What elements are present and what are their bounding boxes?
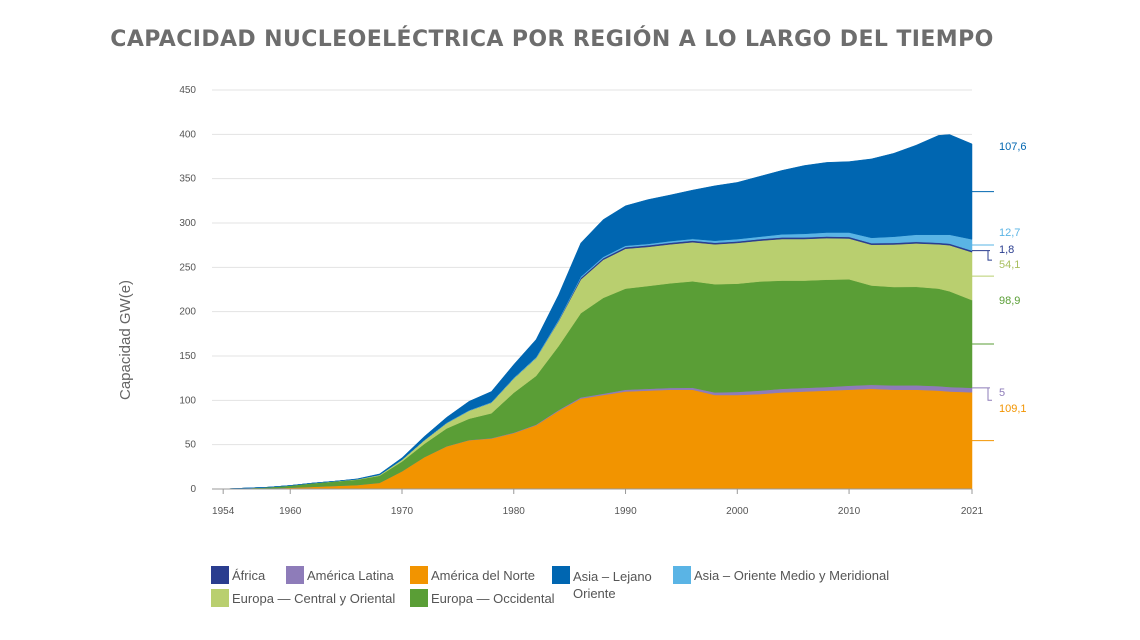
- chart-plot: 0 50 100 150 200 250 300 350 400 450 1954 1960 1970 1…: [117, 85, 1027, 517]
- x-tick-label: 2000: [726, 506, 749, 517]
- y-axis-label: Capacidad GW(e): [117, 280, 134, 400]
- y-tick-label: 150: [179, 351, 196, 362]
- axes: 0 50 100 150 200 250 300 350 400 450 1954 1960 1970 1…: [179, 85, 983, 517]
- end-label-group: 107,6: [972, 141, 1027, 193]
- end-label-bracket: [972, 387, 992, 401]
- legend-label: Europa — Central y Oriental: [232, 591, 396, 606]
- legend-swatch: [552, 566, 570, 584]
- y-tick-label: 400: [179, 129, 196, 140]
- y-tick-label: 300: [179, 218, 196, 229]
- end-label-group: 109,1: [972, 403, 1027, 442]
- legend-label: Asia – Oriente Medio y Meridional: [694, 568, 890, 583]
- area-series: [223, 134, 973, 490]
- end-label-group: 12,7: [972, 227, 1020, 246]
- end-value-label: 98,9: [999, 295, 1020, 307]
- y-tick-label: 0: [190, 484, 196, 495]
- legend-swatch: [286, 566, 304, 584]
- end-label-group: 54,1: [972, 259, 1020, 277]
- legend-label: América del Norte: [431, 568, 536, 583]
- y-tick-label: 250: [179, 262, 196, 273]
- x-tick-label: 1980: [503, 506, 526, 517]
- legend-swatch: [410, 566, 428, 584]
- end-value-label: 5: [999, 387, 1005, 399]
- end-value-label: 1,8: [999, 244, 1014, 256]
- end-label-bracket: [972, 250, 992, 261]
- chart-title: CAPACIDAD NUCLEOELÉCTRICA POR REGIÓN A L…: [110, 27, 994, 52]
- x-tick-label: 1960: [279, 506, 302, 517]
- y-tick-label: 350: [179, 174, 196, 185]
- x-tick-label: 1970: [391, 506, 414, 517]
- legend-swatch: [410, 589, 428, 607]
- x-tick-label: 1954: [212, 506, 235, 517]
- x-tick-label: 2010: [838, 506, 861, 517]
- y-tick-label: 100: [179, 395, 196, 406]
- y-tick-label: 50: [185, 440, 197, 451]
- end-value-label: 107,6: [999, 141, 1027, 153]
- end-label-group: 98,9: [972, 295, 1020, 345]
- legend-swatch: [673, 566, 691, 584]
- legend-label: Europa — Occidental: [431, 591, 555, 606]
- legend-label: América Latina: [307, 568, 394, 583]
- area-america-del-norte[interactable]: [223, 388, 973, 490]
- end-value-label: 54,1: [999, 259, 1020, 271]
- legend-swatch: [211, 566, 229, 584]
- end-value-label: 12,7: [999, 227, 1020, 239]
- end-value-labels: 109,1 5 98,9 54,1 1,8 12,7 107,6: [972, 141, 1027, 442]
- x-tick-label: 1990: [614, 506, 637, 517]
- end-label-group: 1,8: [972, 244, 1014, 261]
- end-label-group: 5: [972, 387, 1005, 401]
- legend-label: África: [232, 568, 266, 583]
- end-value-label: 109,1: [999, 403, 1027, 415]
- y-tick-label: 450: [179, 85, 196, 96]
- x-tick-label: 2021: [961, 506, 984, 517]
- legend-swatch: [211, 589, 229, 607]
- legend-label: Asia – Lejano Oriente: [573, 569, 652, 601]
- y-tick-label: 200: [179, 307, 196, 318]
